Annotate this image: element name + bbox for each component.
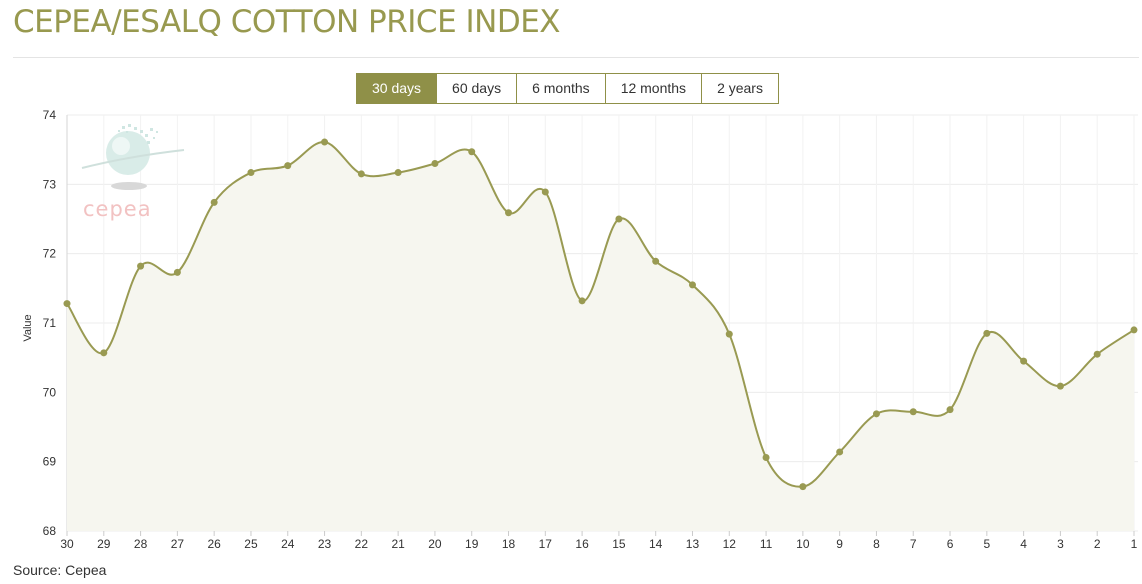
data-point-22[interactable] xyxy=(357,170,365,178)
logo-globe-highlight xyxy=(112,137,130,155)
y-tick-label: 74 xyxy=(43,108,57,122)
data-point-9[interactable] xyxy=(836,448,844,456)
data-point-26[interactable] xyxy=(210,198,218,206)
x-tick-label: 18 xyxy=(502,537,516,551)
x-tick-label: 2 xyxy=(1094,537,1101,551)
y-tick-label: 73 xyxy=(43,177,57,191)
logo-orbit-arc xyxy=(81,149,185,169)
range-30-days-button[interactable]: 30 days xyxy=(357,74,437,103)
data-point-13[interactable] xyxy=(688,281,696,289)
x-tick-label: 4 xyxy=(1020,537,1027,551)
logo-globe-icon xyxy=(106,131,150,175)
x-tick-label: 14 xyxy=(649,537,663,551)
y-tick-label: 70 xyxy=(43,385,57,399)
data-point-12[interactable] xyxy=(725,330,733,338)
x-tick-label: 16 xyxy=(575,537,589,551)
x-tick-label: 21 xyxy=(391,537,405,551)
source-note: Source: Cepea xyxy=(13,562,107,578)
data-point-29[interactable] xyxy=(100,349,108,357)
range-12-months-button[interactable]: 12 months xyxy=(604,74,702,103)
x-tick-label: 28 xyxy=(134,537,148,551)
logo-shadow xyxy=(111,182,147,190)
x-tick-label: 19 xyxy=(465,537,479,551)
x-tick-label: 9 xyxy=(836,537,843,551)
data-point-17[interactable] xyxy=(541,188,549,196)
x-tick-label: 27 xyxy=(171,537,185,551)
data-point-27[interactable] xyxy=(173,268,181,276)
range-60-days-button[interactable]: 60 days xyxy=(436,74,517,103)
data-point-24[interactable] xyxy=(284,162,292,170)
data-point-5[interactable] xyxy=(983,329,991,337)
page-title: CEPEA/ESALQ COTTON PRICE INDEX xyxy=(13,4,561,40)
x-axis-ticks: 30 29 28 27 26 25 24 23 22 21 20 19 18 17 16 15 14 13 12 11… xyxy=(60,531,1138,551)
x-tick-label: 5 xyxy=(983,537,990,551)
x-tick-label: 11 xyxy=(760,537,773,551)
x-tick-label: 8 xyxy=(873,537,880,551)
cepea-logo: cepea xyxy=(81,124,185,221)
x-tick-label: 6 xyxy=(947,537,954,551)
y-tick-label: 72 xyxy=(43,247,57,261)
data-points xyxy=(63,138,1138,491)
data-point-19[interactable] xyxy=(468,148,476,156)
data-point-4[interactable] xyxy=(1020,357,1028,365)
data-point-20[interactable] xyxy=(431,160,439,168)
x-tick-label: 29 xyxy=(97,537,111,551)
data-point-25[interactable] xyxy=(247,169,255,177)
x-tick-label: 15 xyxy=(612,537,626,551)
data-point-7[interactable] xyxy=(909,408,917,416)
x-tick-label: 23 xyxy=(318,537,332,551)
data-point-11[interactable] xyxy=(762,454,770,462)
range-2-years-button[interactable]: 2 years xyxy=(701,74,778,103)
data-point-14[interactable] xyxy=(652,257,660,265)
data-point-1[interactable] xyxy=(1130,326,1138,334)
x-tick-label: 25 xyxy=(244,537,258,551)
x-tick-label: 1 xyxy=(1131,537,1138,551)
x-tick-label: 13 xyxy=(686,537,700,551)
data-point-3[interactable] xyxy=(1056,382,1064,390)
y-axis-ticks: 68 69 70 71 72 73 74 xyxy=(43,108,57,538)
data-point-8[interactable] xyxy=(872,410,880,418)
x-tick-label: 26 xyxy=(207,537,221,551)
x-tick-label: 17 xyxy=(539,537,553,551)
y-tick-label: 71 xyxy=(43,316,57,330)
data-point-6[interactable] xyxy=(946,406,954,414)
x-tick-label: 12 xyxy=(723,537,737,551)
x-tick-label: 10 xyxy=(796,537,810,551)
y-tick-label: 68 xyxy=(43,524,57,538)
data-point-15[interactable] xyxy=(615,215,623,223)
y-axis-title: Value xyxy=(22,314,34,341)
data-point-23[interactable] xyxy=(321,138,329,146)
area-fill xyxy=(67,141,1134,531)
title-divider xyxy=(13,57,1139,58)
range-6-months-button[interactable]: 6 months xyxy=(516,74,605,103)
data-point-21[interactable] xyxy=(394,169,402,177)
x-tick-label: 20 xyxy=(428,537,442,551)
x-tick-label: 22 xyxy=(355,537,369,551)
x-tick-label: 24 xyxy=(281,537,295,551)
logo-text: cepea xyxy=(83,197,152,221)
data-point-30[interactable] xyxy=(63,300,71,308)
range-selector: 30 days 60 days 6 months 12 months 2 yea… xyxy=(356,73,779,104)
data-point-28[interactable] xyxy=(137,262,145,270)
data-point-2[interactable] xyxy=(1093,350,1101,358)
x-tick-label: 3 xyxy=(1057,537,1064,551)
x-tick-label: 7 xyxy=(910,537,917,551)
data-point-10[interactable] xyxy=(799,483,807,491)
data-point-16[interactable] xyxy=(578,297,586,305)
data-point-18[interactable] xyxy=(505,209,513,217)
x-tick-label: 30 xyxy=(60,537,74,551)
logo-pixel-dots xyxy=(118,124,158,144)
y-tick-label: 69 xyxy=(43,455,57,469)
